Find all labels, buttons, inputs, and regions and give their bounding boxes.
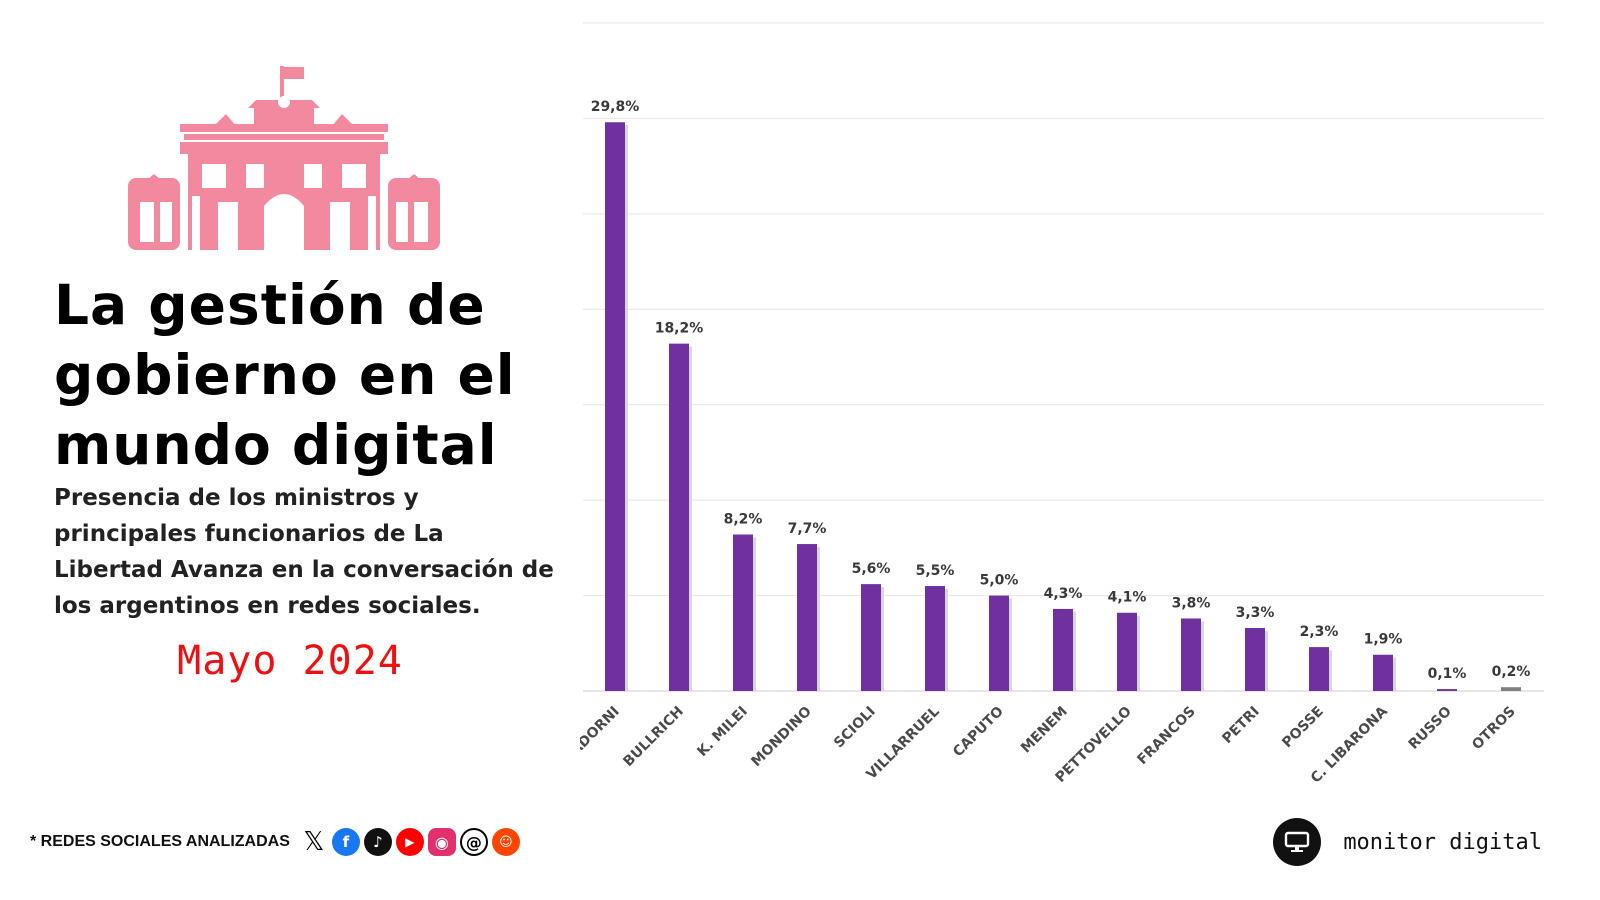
data-label: 4,1% xyxy=(1108,590,1147,606)
casa-rosada-icon xyxy=(128,66,440,250)
report-period: Mayo 2024 xyxy=(177,638,403,684)
category-tick-label: ADORNI xyxy=(580,704,623,759)
bar-c-libarona xyxy=(1373,654,1393,691)
x-icon: 𝕏 xyxy=(299,827,328,857)
bar-scioli xyxy=(861,584,881,691)
bar-k-milei xyxy=(733,534,753,691)
instagram-icon: ◉ xyxy=(427,828,456,856)
data-label: 29,8% xyxy=(591,99,640,115)
tiktok-icon: ♪ xyxy=(363,828,392,856)
social-icons: 𝕏 f ♪ ▶ ◉ @ ☺ xyxy=(299,827,524,857)
bar-petri xyxy=(1245,628,1265,691)
brand-name: monitor digital xyxy=(1343,829,1542,855)
left-panel: La gestión de gobierno en el mundo digit… xyxy=(0,0,580,900)
category-tick-label: POSSE xyxy=(1279,704,1327,752)
reddit-icon: ☺ xyxy=(491,828,520,856)
data-label: 5,6% xyxy=(852,561,891,577)
youtube-icon: ▶ xyxy=(395,828,424,856)
networks-footer: * REDES SOCIALES ANALIZADAS 𝕏 f ♪ ▶ ◉ @ … xyxy=(30,822,524,862)
bar-mondino xyxy=(797,544,817,691)
data-label: 5,0% xyxy=(980,573,1019,589)
bar-menem xyxy=(1053,608,1073,691)
page-title: La gestión de gobierno en el mundo digit… xyxy=(54,273,516,477)
category-tick-label: K. MILEI xyxy=(694,704,750,760)
data-label: 7,7% xyxy=(788,521,827,537)
monitor-icon xyxy=(1273,818,1322,866)
data-label: 3,3% xyxy=(1236,605,1275,621)
bar-posse xyxy=(1309,647,1329,691)
category-tick-label: PETRI xyxy=(1219,704,1262,747)
category-tick-label: RUSSO xyxy=(1406,703,1455,752)
category-tick-label: MONDINO xyxy=(748,703,815,770)
data-label: 4,3% xyxy=(1044,586,1083,602)
category-tick-label: CAPUTO xyxy=(950,703,1007,760)
bar-pettovello xyxy=(1117,612,1137,691)
data-label-layer: 29,8% 18,2% 8,2% 7,7% 5,6% 5,5% 5,0% 4,3% 4,1% 3,… xyxy=(591,99,1531,682)
category-tick-label: OTROS xyxy=(1469,704,1519,754)
data-label: 5,5% xyxy=(916,563,955,579)
category-tick-label: FRANCOS xyxy=(1134,704,1198,768)
facebook-icon: f xyxy=(331,828,360,856)
bar-russo xyxy=(1437,689,1457,691)
data-label: 1,9% xyxy=(1364,632,1403,648)
bar-caputo xyxy=(989,595,1009,691)
bar-bullrich xyxy=(669,343,689,691)
threads-icon: @ xyxy=(459,828,488,856)
bar-adorni xyxy=(605,122,625,691)
page-subtitle: Presencia de los ministros y principales… xyxy=(54,485,554,619)
data-label: 0,2% xyxy=(1492,664,1531,680)
networks-label: * REDES SOCIALES ANALIZADAS xyxy=(30,833,290,850)
brand: monitor digital xyxy=(1273,818,1542,866)
data-label: 2,3% xyxy=(1300,624,1339,640)
category-tick-label: MENEM xyxy=(1018,704,1071,757)
data-label: 0,1% xyxy=(1428,666,1467,682)
bar-layer xyxy=(605,122,1524,691)
bar-francos xyxy=(1181,618,1201,691)
data-label: 8,2% xyxy=(724,511,763,527)
data-label: 3,8% xyxy=(1172,595,1211,611)
category-tick-label: SCIOLI xyxy=(831,704,879,752)
bar-villarruel xyxy=(925,586,945,691)
data-label: 18,2% xyxy=(655,321,704,337)
bar-chart: 29,8% 18,2% 8,2% 7,7% 5,6% 5,5% 5,0% 4,3% 4,1% 3,… xyxy=(580,22,1544,786)
category-tick-label: BULLRICH xyxy=(620,704,686,770)
bar-otros xyxy=(1501,687,1521,691)
